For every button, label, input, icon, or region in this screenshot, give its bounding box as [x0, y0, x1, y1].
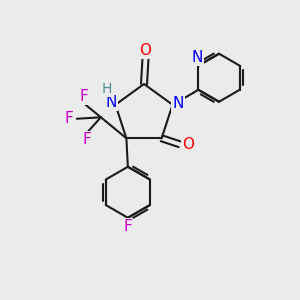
- Text: N: N: [172, 96, 184, 111]
- Text: O: O: [140, 43, 152, 58]
- Text: F: F: [64, 111, 73, 126]
- Text: F: F: [124, 219, 132, 234]
- Text: F: F: [80, 89, 88, 104]
- Text: O: O: [182, 137, 194, 152]
- Text: N: N: [105, 95, 117, 110]
- Text: N: N: [191, 50, 202, 65]
- Text: H: H: [102, 82, 112, 96]
- Text: F: F: [82, 132, 91, 147]
